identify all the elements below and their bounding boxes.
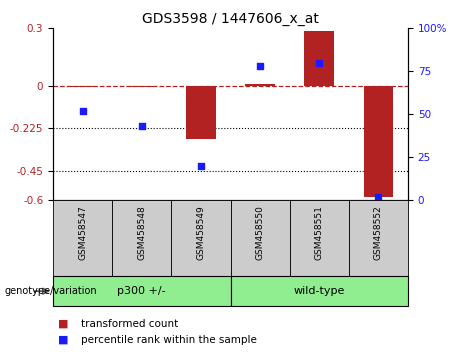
Point	[197, 163, 205, 169]
Text: ■: ■	[58, 319, 68, 329]
Point	[79, 108, 86, 114]
Bar	[171, 200, 230, 276]
Bar	[304, 31, 334, 86]
Point	[138, 123, 145, 129]
Text: transformed count: transformed count	[81, 319, 178, 329]
Text: genotype/variation: genotype/variation	[5, 286, 97, 296]
Text: ■: ■	[58, 335, 68, 345]
Text: GSM458551: GSM458551	[315, 205, 324, 260]
Point	[256, 63, 264, 69]
Text: GSM458549: GSM458549	[196, 205, 206, 260]
Bar	[290, 200, 349, 276]
Point	[375, 194, 382, 199]
Text: percentile rank within the sample: percentile rank within the sample	[81, 335, 257, 345]
Text: GSM458552: GSM458552	[374, 205, 383, 260]
Bar	[53, 200, 112, 276]
Text: p300 +/-: p300 +/-	[118, 286, 166, 296]
Bar	[230, 276, 408, 306]
Bar	[68, 86, 97, 87]
Text: GSM458547: GSM458547	[78, 205, 87, 260]
Bar	[186, 86, 216, 139]
Text: GSM458550: GSM458550	[255, 205, 265, 260]
Text: GDS3598 / 1447606_x_at: GDS3598 / 1447606_x_at	[142, 12, 319, 27]
Point	[315, 60, 323, 65]
Bar	[364, 86, 393, 197]
Bar	[112, 200, 171, 276]
Bar	[53, 276, 230, 306]
Text: GSM458548: GSM458548	[137, 205, 146, 260]
Bar	[349, 200, 408, 276]
Bar	[230, 200, 290, 276]
Text: wild-type: wild-type	[294, 286, 345, 296]
Bar	[245, 84, 275, 86]
